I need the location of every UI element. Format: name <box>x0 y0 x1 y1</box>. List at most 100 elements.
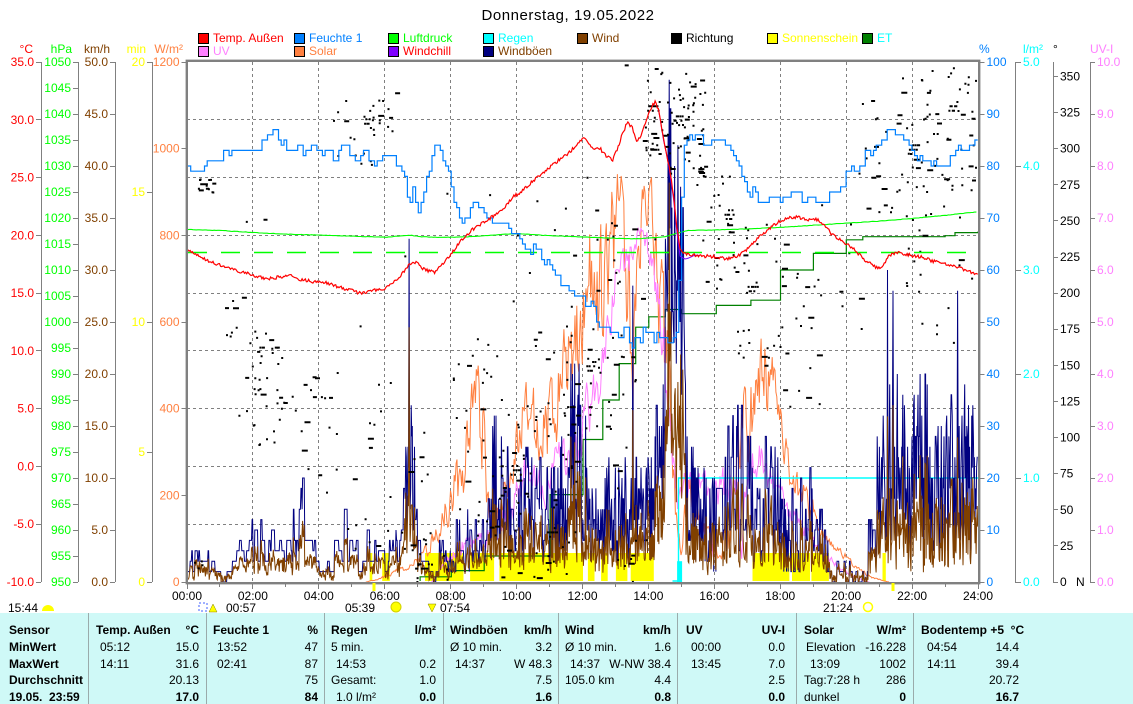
svg-text:22:00: 22:00 <box>897 589 927 603</box>
svg-text:Windchill: Windchill <box>403 44 451 58</box>
svg-text:175: 175 <box>1060 322 1080 336</box>
svg-text:30.0: 30.0 <box>85 263 109 277</box>
svg-text:10.0: 10.0 <box>11 344 35 358</box>
svg-text:5.0: 5.0 <box>1023 55 1040 69</box>
svg-text:10: 10 <box>132 315 146 329</box>
svg-text:1030: 1030 <box>44 159 71 173</box>
svg-text:km/h: km/h <box>84 42 110 56</box>
svg-text:965: 965 <box>51 497 71 511</box>
svg-text:1000: 1000 <box>44 315 71 329</box>
svg-text:15:44: 15:44 <box>8 601 38 613</box>
svg-text:70: 70 <box>987 211 1001 225</box>
svg-text:ET: ET <box>877 31 893 45</box>
svg-text:18:00: 18:00 <box>765 589 795 603</box>
svg-text:UV: UV <box>213 44 230 58</box>
svg-text:25: 25 <box>1060 539 1074 553</box>
svg-text:°: ° <box>1053 42 1058 56</box>
svg-text:10.0: 10.0 <box>85 471 109 485</box>
svg-text:75: 75 <box>1060 467 1074 481</box>
svg-text:00:57: 00:57 <box>226 601 256 613</box>
svg-text:05:39: 05:39 <box>345 601 375 613</box>
svg-text:40.0: 40.0 <box>85 159 109 173</box>
svg-text:Solar: Solar <box>309 44 337 58</box>
svg-text:Luftdruck: Luftdruck <box>403 31 453 45</box>
svg-text:1040: 1040 <box>44 107 71 121</box>
svg-text:16:00: 16:00 <box>699 589 729 603</box>
svg-text:%: % <box>979 42 990 56</box>
svg-text:1.0: 1.0 <box>1097 523 1114 537</box>
svg-text:6.0: 6.0 <box>1097 263 1114 277</box>
svg-text:150: 150 <box>1060 358 1080 372</box>
svg-text:0.0: 0.0 <box>1097 575 1114 589</box>
svg-text:400: 400 <box>159 402 179 416</box>
svg-text:985: 985 <box>51 393 71 407</box>
svg-text:Feuchte 1: Feuchte 1 <box>309 31 363 45</box>
svg-text:8.0: 8.0 <box>1097 159 1114 173</box>
svg-text:°C: °C <box>20 42 34 56</box>
svg-text:Temp. Außen: Temp. Außen <box>213 31 284 45</box>
svg-text:2.0: 2.0 <box>1097 471 1114 485</box>
svg-text:10:00: 10:00 <box>502 589 532 603</box>
svg-text:125: 125 <box>1060 394 1080 408</box>
svg-text:4.0: 4.0 <box>1023 159 1040 173</box>
svg-text:21:24: 21:24 <box>823 601 853 613</box>
svg-text:Regen: Regen <box>498 31 533 45</box>
svg-text:0.0: 0.0 <box>91 575 108 589</box>
svg-text:60: 60 <box>987 263 1001 277</box>
svg-text:5: 5 <box>138 445 145 459</box>
svg-text:0: 0 <box>1060 575 1067 589</box>
svg-text:Wind: Wind <box>592 31 619 45</box>
svg-text:200: 200 <box>1060 286 1080 300</box>
svg-text:Windböen: Windböen <box>498 44 552 58</box>
svg-text:1035: 1035 <box>44 133 71 147</box>
svg-text:200: 200 <box>159 488 179 502</box>
svg-text:1050: 1050 <box>44 55 71 69</box>
svg-text:275: 275 <box>1060 178 1080 192</box>
svg-text:20.0: 20.0 <box>11 228 35 242</box>
svg-text:40: 40 <box>987 367 1001 381</box>
svg-text:35.0: 35.0 <box>11 55 35 69</box>
svg-text:15: 15 <box>132 185 146 199</box>
svg-text:350: 350 <box>1060 69 1080 83</box>
svg-text:1020: 1020 <box>44 211 71 225</box>
svg-text:3.0: 3.0 <box>1097 419 1114 433</box>
svg-text:1005: 1005 <box>44 289 71 303</box>
svg-text:960: 960 <box>51 523 71 537</box>
svg-text:20.0: 20.0 <box>85 367 109 381</box>
svg-text:325: 325 <box>1060 106 1080 120</box>
svg-text:800: 800 <box>159 228 179 242</box>
svg-text:100: 100 <box>987 55 1007 69</box>
svg-text:20:00: 20:00 <box>831 589 861 603</box>
svg-text:10.0: 10.0 <box>1097 55 1121 69</box>
svg-text:1000: 1000 <box>153 142 180 156</box>
svg-text:07:54: 07:54 <box>440 601 470 613</box>
svg-text:hPa: hPa <box>51 42 73 56</box>
svg-text:9.0: 9.0 <box>1097 107 1114 121</box>
svg-text:50.0: 50.0 <box>85 55 109 69</box>
svg-text:225: 225 <box>1060 250 1080 264</box>
svg-text:90: 90 <box>987 107 1001 121</box>
svg-text:14:00: 14:00 <box>633 589 663 603</box>
svg-text:02:00: 02:00 <box>238 589 268 603</box>
svg-text:12:00: 12:00 <box>567 589 597 603</box>
svg-text:250: 250 <box>1060 214 1080 228</box>
svg-text:7.0: 7.0 <box>1097 211 1114 225</box>
svg-text:25.0: 25.0 <box>11 171 35 185</box>
svg-text:1010: 1010 <box>44 263 71 277</box>
svg-text:975: 975 <box>51 445 71 459</box>
svg-text:10: 10 <box>987 523 1001 537</box>
svg-text:0: 0 <box>987 575 994 589</box>
svg-text:0.0: 0.0 <box>17 459 34 473</box>
svg-text:80: 80 <box>987 159 1001 173</box>
svg-text:15.0: 15.0 <box>85 419 109 433</box>
svg-text:955: 955 <box>51 549 71 563</box>
svg-text:0: 0 <box>138 575 145 589</box>
svg-text:08:00: 08:00 <box>436 589 466 603</box>
svg-text:04:00: 04:00 <box>304 589 334 603</box>
svg-text:600: 600 <box>159 315 179 329</box>
svg-text:20: 20 <box>987 471 1001 485</box>
svg-text:N: N <box>1076 575 1085 589</box>
svg-text:0: 0 <box>173 575 180 589</box>
svg-text:970: 970 <box>51 471 71 485</box>
svg-text:Sonnenschein: Sonnenschein <box>782 31 858 45</box>
